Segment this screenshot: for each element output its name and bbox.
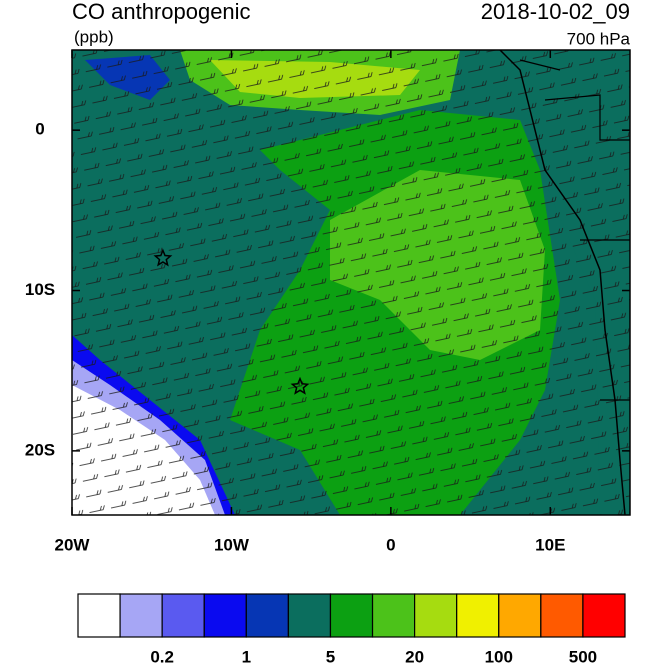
title: CO anthropogenic — [72, 0, 251, 24]
colorbar-box — [582, 593, 626, 638]
colorbar-label: 0.2 — [150, 647, 174, 666]
colorbar-box — [498, 593, 542, 638]
colorbar-box — [245, 593, 289, 638]
colorbar-box — [119, 593, 163, 638]
colorbar-box — [287, 593, 332, 638]
colorbar-box — [414, 593, 458, 638]
colorbar-box — [77, 593, 121, 638]
colorbar-label: 500 — [569, 647, 597, 666]
colorbar-box — [203, 593, 247, 638]
colorbar-box — [329, 593, 374, 638]
x-tick-label: 10E — [535, 535, 565, 554]
location-marker — [153, 248, 173, 267]
y-tick-label: 0 — [35, 120, 44, 139]
borders — [519, 59, 630, 401]
colorbar-box — [371, 593, 416, 638]
colorbar-label: 5 — [326, 647, 335, 666]
map-frame — [71, 49, 631, 516]
colorbar-label: 100 — [485, 647, 513, 666]
y-tick-label: 10S — [25, 280, 55, 299]
x-tick-label: 10W — [214, 535, 250, 554]
map-field — [72, 50, 630, 515]
colorbar-label: 1 — [242, 647, 251, 666]
x-tick-label: 0 — [386, 535, 395, 554]
colorbar-box — [161, 593, 205, 638]
units: (ppb) — [74, 27, 114, 46]
coastline — [499, 50, 626, 515]
wind-barbs — [72, 50, 630, 515]
x-tick-label: 20W — [55, 535, 91, 554]
colorbar-label: 20 — [405, 647, 424, 666]
colorbar-box — [456, 593, 500, 638]
location-marker — [290, 376, 310, 395]
colorbar-box — [540, 593, 584, 638]
level: 700 hPa — [567, 29, 631, 48]
date: 2018-10-02_09 — [481, 0, 630, 24]
y-tick-label: 20S — [25, 440, 55, 459]
